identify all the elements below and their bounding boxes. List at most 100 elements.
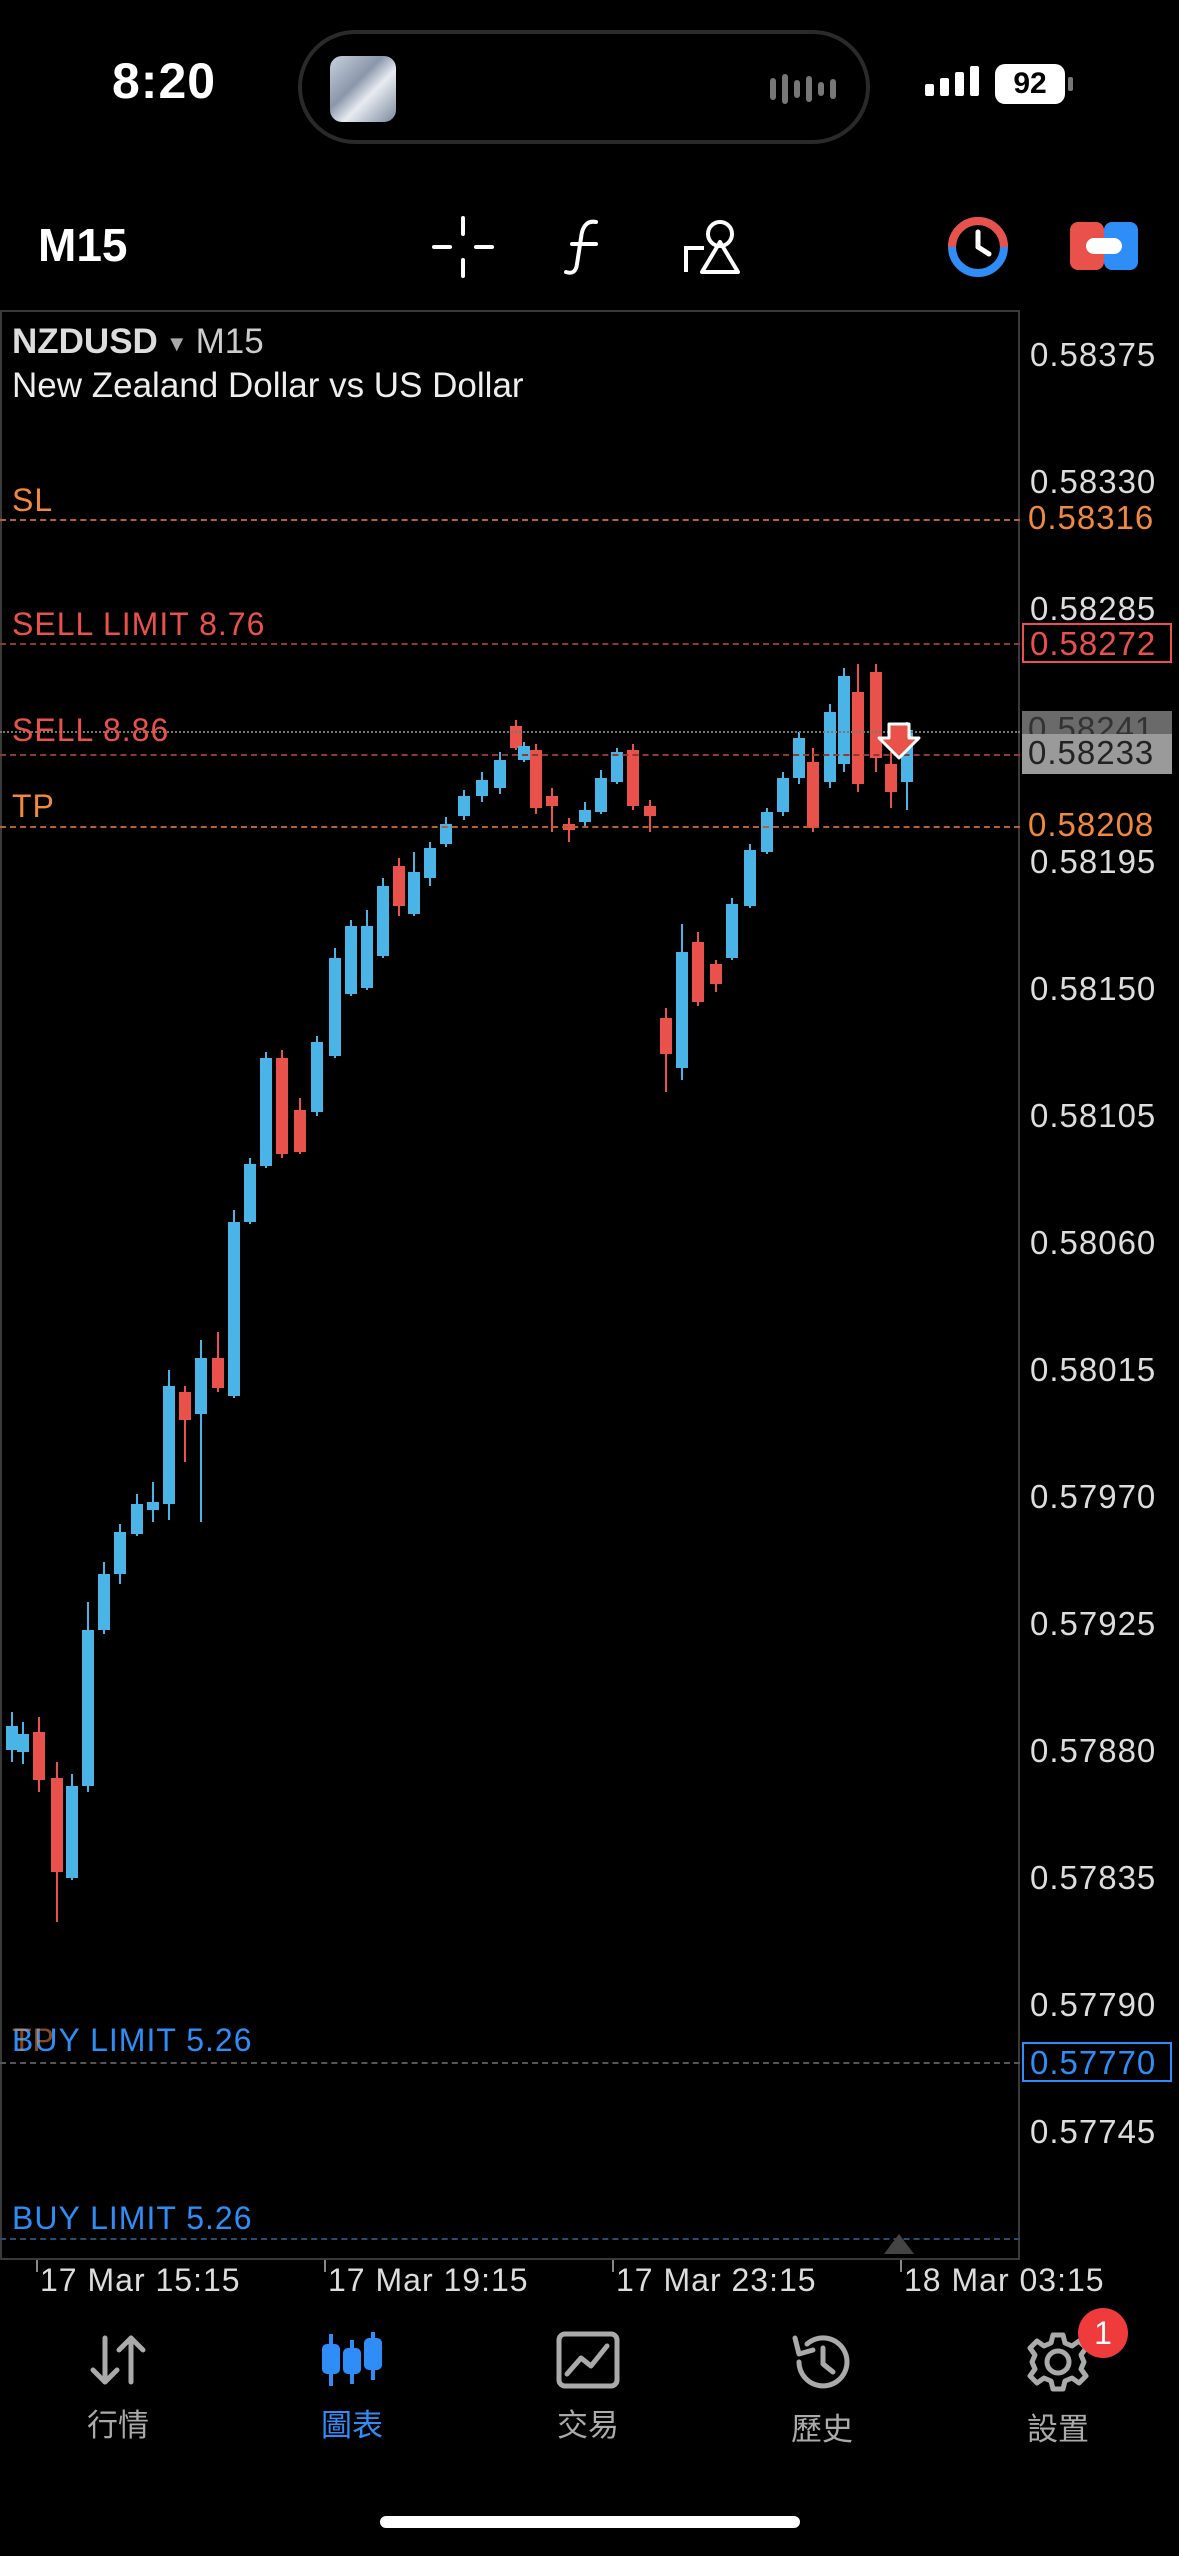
candle xyxy=(824,704,836,788)
candle xyxy=(361,910,373,990)
sell-limit-price-tag: 0.58272 xyxy=(1022,623,1172,663)
tp-label: TP xyxy=(12,788,55,824)
candlestick-series xyxy=(6,664,913,1922)
nav-quotes[interactable]: 行情 xyxy=(38,2330,198,2445)
sell-position-label: SELL 8.86 xyxy=(12,712,170,748)
candle xyxy=(82,1602,94,1792)
time-tick xyxy=(612,2260,614,2272)
candle xyxy=(885,752,897,808)
candle xyxy=(276,1050,288,1158)
cellular-signal-icon xyxy=(925,66,979,96)
sell-arrow-icon xyxy=(877,722,921,760)
bottom-nav: 行情 圖表 交易 歷史 xyxy=(0,2300,1179,2460)
sell-position-price-tag: 0.58233 xyxy=(1022,734,1172,774)
candle xyxy=(244,1158,256,1224)
price-axis-label: 0.58150 xyxy=(1030,970,1157,1007)
candle xyxy=(377,878,389,958)
candle xyxy=(66,1774,78,1880)
symbol-description: New Zealand Dollar vs US Dollar xyxy=(12,366,524,405)
candle xyxy=(212,1332,224,1392)
candle xyxy=(476,772,488,802)
clock: 8:20 xyxy=(112,53,217,109)
buy-limit-line-2[interactable] xyxy=(0,2238,1020,2240)
candle xyxy=(228,1210,240,1398)
price-chart[interactable] xyxy=(0,310,1020,2260)
price-axis-label: 0.58015 xyxy=(1030,1351,1157,1388)
candle xyxy=(777,772,789,816)
status-bar: 8:20 92 xyxy=(0,0,1179,170)
bid-line xyxy=(0,731,1020,733)
candle xyxy=(408,852,420,916)
time-label: 17 Mar 23:15 xyxy=(616,2262,817,2298)
candle xyxy=(744,844,756,908)
sell-limit-line[interactable] xyxy=(0,643,1020,645)
time-label: 18 Mar 03:15 xyxy=(904,2262,1105,2298)
price-axis-label: 0.57790 xyxy=(1030,1986,1157,2023)
buy-limit-line-1[interactable] xyxy=(0,2062,1020,2064)
audio-wave-icon xyxy=(770,74,836,104)
tp-price-tag: 0.58208 xyxy=(1028,806,1155,843)
buy-limit-price-tag: 0.57770 xyxy=(1022,2042,1172,2082)
price-axis-label: 0.57970 xyxy=(1030,1478,1157,1515)
price-axis-label: 0.58195 xyxy=(1030,843,1157,880)
objects-icon[interactable] xyxy=(678,212,748,282)
settings-notification-badge: 1 xyxy=(1078,2308,1128,2358)
one-click-trading-icon[interactable] xyxy=(945,214,1011,280)
candle xyxy=(393,858,405,916)
candle xyxy=(546,788,558,832)
battery-indicator: 92 xyxy=(995,64,1065,104)
symbol-header[interactable]: NZDUSD ▼ M15 xyxy=(12,322,264,362)
nav-chart[interactable]: 圖表 xyxy=(272,2330,432,2445)
sl-line[interactable] xyxy=(0,519,1020,521)
candle xyxy=(563,818,575,842)
candle xyxy=(179,1386,191,1462)
candle xyxy=(726,898,738,960)
tp-line[interactable] xyxy=(0,826,1020,828)
candle xyxy=(676,924,688,1080)
buy-limit-label-2: BUY LIMIT 5.26 xyxy=(12,2200,253,2236)
nav-label: 行情 xyxy=(87,2408,149,2443)
nav-trade[interactable]: 交易 xyxy=(508,2330,668,2445)
candle xyxy=(51,1762,63,1922)
crosshair-icon[interactable] xyxy=(428,212,498,282)
nav-history[interactable]: 歷史 xyxy=(742,2330,902,2449)
chart-icon xyxy=(322,2332,382,2386)
price-axis-label: 0.57880 xyxy=(1030,1732,1157,1769)
symbol-dropdown-icon[interactable]: ▼ xyxy=(165,330,188,356)
battery-tip xyxy=(1068,77,1073,91)
candle xyxy=(33,1717,45,1792)
price-axis-label: 0.57925 xyxy=(1030,1605,1157,1642)
price-axis-label: 0.57835 xyxy=(1030,1859,1157,1896)
candle xyxy=(329,948,341,1058)
candle xyxy=(692,932,704,1006)
candle xyxy=(294,1098,306,1154)
quotes-icon xyxy=(90,2335,146,2385)
candle xyxy=(260,1052,272,1168)
timeframe-button[interactable]: M15 xyxy=(38,219,128,271)
candle xyxy=(579,802,591,828)
candle xyxy=(440,817,452,847)
candle xyxy=(17,1722,29,1764)
candle xyxy=(163,1370,175,1520)
sell-position-line[interactable] xyxy=(0,754,1020,756)
dynamic-island[interactable] xyxy=(298,30,870,144)
chart-shift-marker-icon[interactable] xyxy=(884,2234,914,2254)
candle xyxy=(838,668,850,772)
trade-panel-icon[interactable] xyxy=(1070,222,1138,270)
candle xyxy=(6,1712,18,1762)
candle xyxy=(494,752,506,794)
price-axis-label: 0.58330 xyxy=(1030,463,1157,500)
candle xyxy=(710,960,722,992)
candle xyxy=(852,664,864,792)
home-indicator[interactable] xyxy=(380,2516,800,2528)
candle xyxy=(424,842,436,886)
candle xyxy=(114,1524,126,1584)
candle xyxy=(147,1482,159,1522)
indicators-icon[interactable] xyxy=(552,212,622,282)
time-label: 17 Mar 19:15 xyxy=(328,2262,529,2298)
nav-label: 圖表 xyxy=(321,2408,383,2443)
candle xyxy=(510,720,522,750)
time-tick xyxy=(900,2260,902,2272)
chart-toolbar: M15 xyxy=(0,200,1179,290)
nav-label: 設置 xyxy=(1027,2412,1089,2447)
